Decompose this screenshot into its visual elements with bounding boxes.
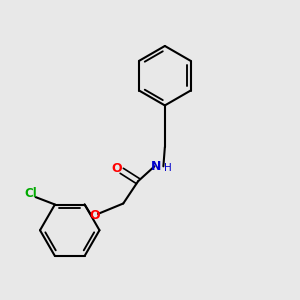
Text: O: O xyxy=(111,162,122,175)
Text: Cl: Cl xyxy=(25,187,38,200)
Text: N: N xyxy=(151,160,161,173)
Text: O: O xyxy=(90,209,100,222)
Text: H: H xyxy=(164,164,172,173)
